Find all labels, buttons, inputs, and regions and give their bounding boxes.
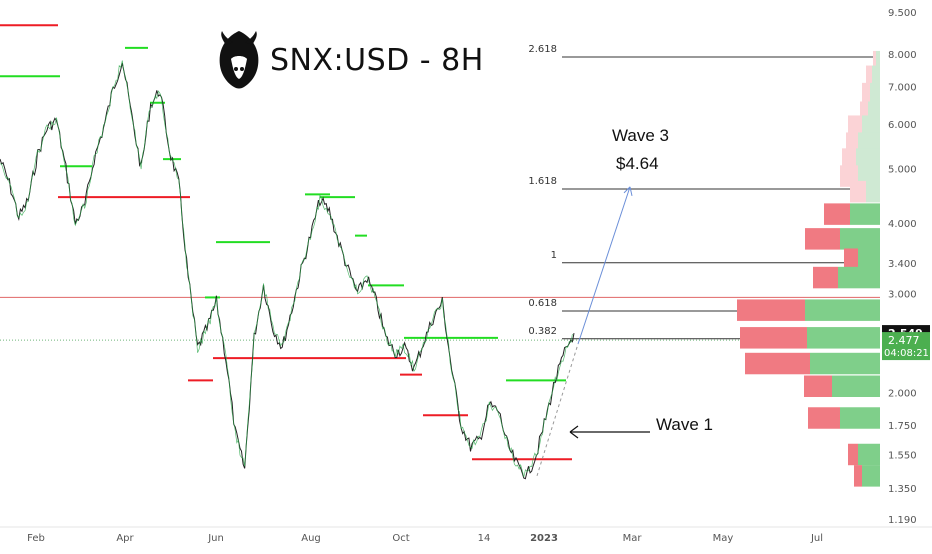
fib-label: 0.382 bbox=[528, 326, 557, 337]
vp-buy-bar bbox=[838, 266, 880, 289]
vp-buy-bar bbox=[840, 228, 880, 250]
fib-label: 2.618 bbox=[528, 44, 557, 55]
price-line bbox=[0, 62, 575, 480]
fib-label: 1 bbox=[551, 250, 557, 261]
y-tick-label: 2.000 bbox=[888, 388, 917, 399]
vp-sell-bar bbox=[808, 407, 840, 429]
x-tick-label: May bbox=[713, 533, 734, 544]
y-tick-label: 8.000 bbox=[888, 50, 917, 61]
vp-buy-bar bbox=[866, 180, 880, 203]
vp-sell-bar bbox=[804, 375, 832, 398]
vp-buy-bar bbox=[872, 65, 880, 88]
vp-sell-bar bbox=[850, 180, 866, 203]
vp-sell-bar bbox=[862, 82, 870, 105]
vp-buy-bar bbox=[810, 352, 880, 375]
y-tick-label: 3.000 bbox=[888, 289, 917, 300]
y-tick-label: 3.400 bbox=[888, 259, 917, 270]
fib-label: 1.618 bbox=[528, 176, 557, 187]
x-tick-label: Oct bbox=[392, 533, 409, 544]
vp-sell-bar bbox=[737, 299, 805, 321]
wave3-price-label: $4.64 bbox=[616, 154, 659, 173]
wave-projection bbox=[536, 343, 579, 477]
vp-sell-bar bbox=[848, 115, 862, 137]
vp-sell-bar bbox=[848, 443, 858, 466]
x-tick-label: Jul bbox=[810, 533, 823, 544]
wave1-arrowhead bbox=[569, 425, 579, 439]
y-tick-label: 1.750 bbox=[888, 421, 917, 432]
y-tick-label: 1.550 bbox=[888, 450, 917, 461]
chart-header: SNX:USD - 8H bbox=[216, 28, 484, 92]
chart-title: SNX:USD - 8H bbox=[270, 42, 484, 78]
vp-sell-bar bbox=[854, 465, 862, 487]
x-tick-label: Apr bbox=[116, 533, 134, 544]
x-tick-label: 2023 bbox=[530, 533, 558, 544]
vp-buy-bar bbox=[862, 115, 880, 137]
x-tick-label: Mar bbox=[623, 533, 643, 544]
vp-sell-bar bbox=[866, 65, 872, 88]
green-levels bbox=[0, 46, 566, 382]
red-levels bbox=[0, 24, 572, 461]
y-tick-label: 9.500 bbox=[888, 8, 917, 19]
vp-sell-bar bbox=[824, 203, 850, 225]
wave1-label: Wave 1 bbox=[656, 415, 714, 434]
x-tick-label: 14 bbox=[478, 533, 491, 544]
vp-buy-bar bbox=[858, 248, 880, 270]
y-tick-label: 5.000 bbox=[888, 165, 917, 176]
vp-sell-bar bbox=[745, 352, 810, 375]
last-close-label: 2.477 bbox=[888, 334, 920, 347]
y-tick-label: 6.000 bbox=[888, 120, 917, 131]
vp-buy-bar bbox=[850, 203, 880, 225]
vp-sell-bar bbox=[842, 148, 856, 170]
fib-label: 0.618 bbox=[528, 298, 557, 309]
wave3-arrowhead bbox=[623, 186, 633, 196]
bull-logo-icon bbox=[219, 31, 259, 89]
y-axis[interactable]: 9.500 8.000 7.000 6.000 5.000 4.000 3.400 3.000… bbox=[882, 8, 930, 526]
x-tick-label: Aug bbox=[301, 533, 321, 544]
vp-buy-bar bbox=[870, 82, 880, 105]
x-tick-label: Feb bbox=[27, 533, 45, 544]
y-tick-label: 1.190 bbox=[888, 515, 917, 526]
vp-buy-bar bbox=[856, 148, 880, 170]
vp-sell-bar bbox=[813, 266, 838, 289]
y-tick-label: 1.350 bbox=[888, 484, 917, 495]
vp-buy-bar bbox=[858, 443, 880, 466]
x-tick-label: Jun bbox=[207, 533, 224, 544]
vp-buy-bar bbox=[876, 50, 880, 73]
x-axis[interactable]: Feb Apr Jun Aug Oct 14 2023 Mar May Jul bbox=[0, 526, 932, 544]
vp-buy-bar bbox=[840, 407, 880, 429]
vp-buy-bar bbox=[805, 299, 880, 321]
price-line-shadow bbox=[0, 60, 573, 478]
y-tick-label: 7.000 bbox=[888, 83, 917, 94]
vp-sell-bar bbox=[873, 50, 876, 73]
vp-sell-bar bbox=[805, 228, 840, 250]
wave3-arrow bbox=[577, 186, 631, 345]
vp-sell-bar bbox=[844, 248, 858, 270]
vp-sell-bar bbox=[860, 101, 868, 123]
wave3-label: Wave 3 bbox=[612, 126, 670, 145]
vp-buy-bar bbox=[807, 327, 880, 349]
vp-buy-bar bbox=[862, 465, 880, 487]
fib-levels: 2.618 1.618 1 0.618 0.382 bbox=[528, 44, 880, 340]
last-close-badge bbox=[882, 332, 930, 361]
vp-sell-bar bbox=[740, 327, 807, 349]
countdown-label: 04:08:21 bbox=[884, 348, 929, 359]
y-tick-label: 4.000 bbox=[888, 219, 917, 230]
vp-buy-bar bbox=[832, 375, 880, 398]
volume-profile bbox=[737, 50, 880, 487]
